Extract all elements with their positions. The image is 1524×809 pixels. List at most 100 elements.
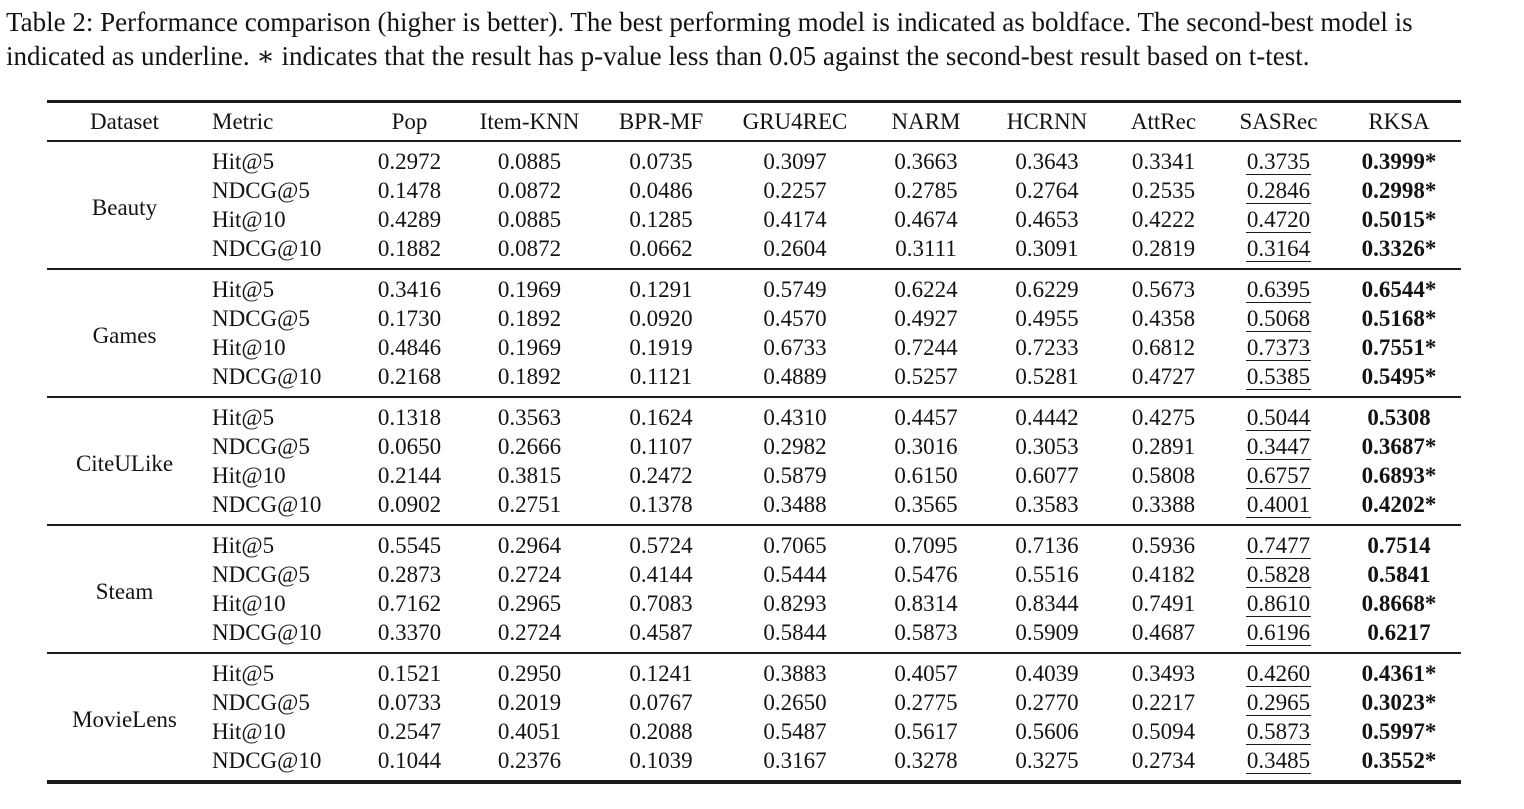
table-row: NDCG@5 0.1730 0.1892 0.0920 0.4570 0.4927 0.49… (47, 304, 1461, 333)
value-cell: 0.5673 (1131, 277, 1196, 302)
value-cell: 0.3097 (763, 149, 827, 174)
value-cell: 0.2535 (1131, 178, 1196, 203)
value-cell: 0.0920 (629, 306, 693, 331)
value-cell: 0.3370 (377, 620, 442, 645)
value-cell: 0.5873 (894, 620, 958, 645)
table-row: Games Hit@5 0.3416 0.1969 0.1291 0.5749 0.6224… (47, 269, 1461, 348)
dataset-label: MovieLens (72, 707, 177, 732)
second-best-value: 0.4720 (1245, 207, 1312, 233)
metric-label: Hit@5 (212, 277, 275, 302)
second-best-value: 0.4260 (1245, 661, 1312, 687)
table-row: CiteULike Hit@5 0.1318 0.3563 0.1624 0.4310 0.… (47, 397, 1461, 476)
second-best-value: 0.5828 (1245, 562, 1312, 588)
value-cell: 0.5168* (1361, 306, 1437, 331)
value-cell: 0.6757 (1220, 461, 1337, 490)
value-cell: 0.1478 (377, 178, 442, 203)
table-row: NDCG@10 0.2168 0.1892 0.1121 0.4889 0.5257 0.5… (47, 362, 1461, 397)
value-cell: 0.1892 (497, 364, 562, 389)
value-cell: 0.0885 (497, 149, 562, 174)
metric-label: NDCG@10 (212, 620, 322, 645)
value-cell: 0.5936 (1131, 533, 1196, 558)
value-cell: 0.6077 (1015, 463, 1079, 488)
value-cell: 0.2775 (894, 690, 958, 715)
value-cell: 0.4275 (1131, 405, 1196, 430)
value-cell: 0.4653 (1015, 207, 1079, 232)
value-cell: 0.5068 (1220, 304, 1337, 333)
value-cell: 0.2666 (497, 434, 562, 459)
value-cell: 0.3416 (377, 277, 442, 302)
value-cell: 0.4889 (763, 364, 827, 389)
column-header-sasrec: SASRec (1220, 101, 1337, 142)
value-cell: 0.3493 (1131, 661, 1196, 686)
value-cell: 0.3552* (1361, 748, 1437, 773)
value-cell: 0.3583 (1015, 492, 1079, 517)
value-cell: 0.6224 (894, 277, 958, 302)
value-cell: 0.2472 (629, 463, 693, 488)
value-cell: 0.2088 (629, 719, 693, 744)
value-cell: 0.6733 (763, 335, 827, 360)
value-cell: 0.2650 (763, 690, 827, 715)
value-cell: 0.3488 (763, 492, 827, 517)
value-cell: 0.4222 (1131, 207, 1196, 232)
value-cell: 0.1624 (629, 405, 693, 430)
value-cell: 0.1241 (629, 661, 693, 686)
dataset-group-steam: Steam Hit@5 0.5545 0.2964 0.5724 0.7065 0.7095… (47, 525, 1461, 653)
value-cell: 0.2376 (497, 748, 562, 773)
value-cell: 0.4674 (894, 207, 958, 232)
value-cell: 0.1285 (629, 207, 693, 232)
second-best-value: 0.7477 (1245, 533, 1312, 559)
value-cell: 0.0885 (497, 207, 562, 232)
metric-label: NDCG@10 (212, 364, 322, 389)
value-cell: 0.8668* (1361, 591, 1437, 616)
metric-label: Hit@10 (212, 335, 286, 360)
metric-label: Hit@5 (212, 405, 275, 430)
column-header-rksa: RKSA (1337, 101, 1461, 142)
value-cell: 0.3053 (1015, 434, 1079, 459)
value-cell: 0.1039 (629, 748, 693, 773)
value-cell: 0.5606 (1015, 719, 1079, 744)
value-cell: 0.5385 (1220, 362, 1337, 397)
value-cell: 0.7491 (1131, 591, 1196, 616)
value-cell: 0.2751 (497, 492, 562, 517)
second-best-value: 0.5044 (1245, 405, 1312, 431)
second-best-value: 0.6395 (1245, 277, 1312, 303)
value-cell: 0.4001 (1220, 490, 1337, 525)
metric-label: NDCG@5 (212, 434, 310, 459)
value-cell: 0.0733 (377, 690, 442, 715)
value-cell: 0.3016 (894, 434, 958, 459)
value-cell: 0.5545 (377, 533, 442, 558)
metric-label: NDCG@5 (212, 690, 310, 715)
value-cell: 0.1107 (629, 434, 693, 459)
dataset-label: Beauty (91, 195, 158, 220)
metric-label: NDCG@10 (212, 236, 322, 261)
value-cell: 0.3815 (497, 463, 562, 488)
value-cell: 0.2217 (1131, 690, 1196, 715)
value-cell: 0.3643 (1015, 149, 1079, 174)
value-cell: 0.5495* (1361, 364, 1437, 389)
table-row: NDCG@10 0.1882 0.0872 0.0662 0.2604 0.3111 0.3… (47, 234, 1461, 269)
table-row: NDCG@10 0.0902 0.2751 0.1378 0.3488 0.3565 0.3… (47, 490, 1461, 525)
table-row: Hit@10 0.4846 0.1969 0.1919 0.6733 0.7244 0.72… (47, 333, 1461, 362)
value-cell: 0.1291 (629, 277, 693, 302)
value-cell: 0.3275 (1015, 748, 1079, 773)
metric-label: Hit@10 (212, 207, 286, 232)
value-cell: 0.2734 (1131, 748, 1196, 773)
value-cell: 0.4587 (629, 620, 693, 645)
value-cell: 0.7551* (1361, 335, 1437, 360)
value-cell: 0.7233 (1015, 335, 1079, 360)
value-cell: 0.8610 (1220, 589, 1337, 618)
value-cell: 0.7244 (894, 335, 958, 360)
second-best-value: 0.3485 (1245, 748, 1312, 774)
second-best-value: 0.3447 (1245, 434, 1312, 460)
header-row: Dataset Metric Pop Item-KNN BPR-MF GRU4REC NAR… (47, 101, 1461, 142)
second-best-value: 0.7373 (1245, 335, 1312, 361)
value-cell: 0.3687* (1361, 434, 1437, 459)
value-cell: 0.4687 (1131, 620, 1196, 645)
value-cell: 0.1969 (497, 335, 562, 360)
value-cell: 0.1521 (377, 661, 442, 686)
value-cell: 0.1730 (377, 306, 442, 331)
value-cell: 0.2950 (497, 661, 562, 686)
value-cell: 0.5516 (1015, 562, 1079, 587)
value-cell: 0.1969 (497, 277, 562, 302)
second-best-value: 0.6196 (1245, 620, 1312, 646)
